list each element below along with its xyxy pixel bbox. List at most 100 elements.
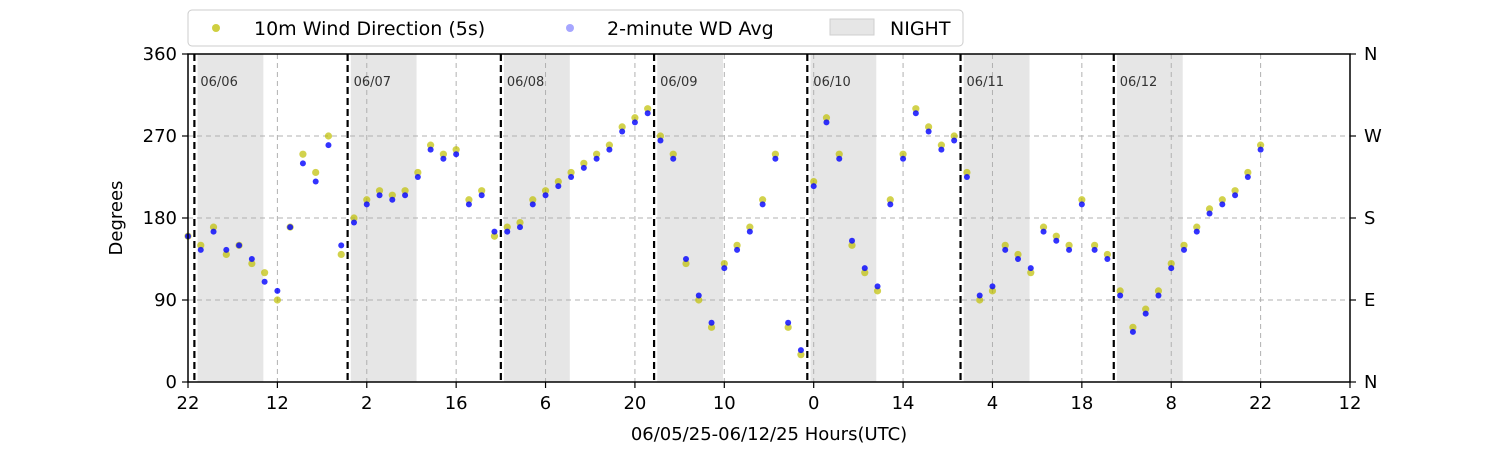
data-point [1142, 305, 1150, 313]
data-point [925, 128, 932, 135]
data-point [1154, 287, 1163, 295]
data-point [1001, 241, 1009, 249]
data-point [746, 228, 753, 235]
data-point [1168, 265, 1175, 272]
data-point [823, 119, 830, 126]
series-wd-2min-avg [185, 110, 1264, 354]
data-point [439, 150, 447, 158]
data-point [478, 192, 485, 199]
data-point [414, 174, 421, 180]
data-point [937, 141, 945, 149]
data-point [1015, 256, 1021, 262]
data-point [1066, 246, 1073, 253]
y-tick-label: 0 [166, 372, 177, 393]
data-point [529, 201, 536, 208]
data-point [695, 292, 702, 299]
data-point [210, 228, 217, 235]
data-point [657, 137, 664, 144]
data-point [912, 110, 919, 117]
gridlines [188, 54, 1350, 382]
data-point [721, 265, 728, 272]
data-point [554, 177, 562, 186]
data-point [873, 287, 882, 295]
data-point [938, 146, 945, 153]
x-tick-label: 2 [361, 393, 372, 414]
data-point [1027, 265, 1034, 272]
data-point [1232, 192, 1239, 199]
data-point [1065, 241, 1073, 249]
data-point [849, 237, 855, 244]
data-point [465, 201, 472, 208]
data-point [541, 187, 550, 195]
data-point [1244, 168, 1252, 177]
data-point [351, 219, 357, 226]
data-point [708, 319, 715, 326]
data-point [427, 146, 434, 153]
data-point [644, 105, 652, 113]
data-point [1052, 232, 1060, 240]
data-point [478, 187, 486, 195]
data-point [1078, 201, 1085, 208]
data-point [1180, 241, 1188, 249]
data-point [299, 150, 307, 158]
data-point [440, 155, 447, 162]
y-tick-label: 180 [143, 208, 177, 229]
data-point [580, 164, 587, 171]
legend-marker [212, 24, 220, 32]
data-point [759, 201, 766, 208]
data-point [1167, 259, 1175, 268]
data-point [375, 187, 384, 195]
data-point [619, 128, 626, 135]
x-tick-label: 0 [808, 393, 819, 414]
data-point [580, 159, 588, 167]
data-point [465, 196, 473, 204]
data-point [376, 192, 383, 199]
data-point [1117, 292, 1124, 299]
data-point [951, 137, 958, 144]
data-point [567, 168, 575, 177]
data-point [720, 259, 728, 268]
data-point [797, 347, 804, 354]
legend: 10m Wind Direction (5s) 2-minute WD Avg NI… [187, 9, 964, 47]
data-point [273, 296, 281, 304]
data-point [1142, 310, 1149, 317]
data-point [1103, 250, 1111, 259]
data-point [1193, 228, 1200, 235]
data-point [822, 114, 831, 122]
data-point [950, 132, 958, 140]
legend-night-patch [829, 18, 875, 36]
data-point [631, 114, 639, 122]
data-series [184, 105, 1265, 359]
data-point [568, 174, 575, 180]
data-point [1091, 246, 1098, 253]
data-point [1205, 205, 1214, 213]
data-point [1129, 328, 1136, 335]
data-point [504, 228, 511, 235]
x-tick-label: 20 [623, 393, 646, 414]
axes: 22 12 2 16 6 20 10 0 14 4 18 8 22 12 0 90 180 270 360 N E S W N [143, 44, 1382, 414]
compass-tick-label: S [1364, 208, 1375, 229]
data-point [1039, 223, 1048, 231]
data-point [312, 168, 320, 177]
data-point [197, 241, 205, 249]
data-point [734, 246, 741, 253]
x-tick-label: 22 [177, 393, 200, 414]
data-point [733, 241, 741, 249]
data-point [427, 141, 435, 149]
data-point [337, 250, 345, 259]
data-point [797, 351, 805, 359]
data-point [925, 123, 933, 131]
data-point [886, 196, 894, 204]
data-point [810, 183, 817, 190]
data-point [771, 150, 779, 158]
data-point [389, 196, 396, 203]
day-boundaries: 06/06 06/07 06/08 06/09 06/10 06/11 06/12 [193, 54, 1157, 382]
data-point [861, 265, 868, 272]
data-point [695, 296, 703, 304]
data-point [606, 146, 613, 153]
data-point [529, 196, 537, 204]
data-point [785, 319, 792, 326]
compass-tick-label: E [1364, 290, 1375, 311]
x-axis-title: 06/05/25-06/12/25 Hours(UTC) [631, 424, 907, 445]
x-tick-label: 16 [445, 393, 468, 414]
